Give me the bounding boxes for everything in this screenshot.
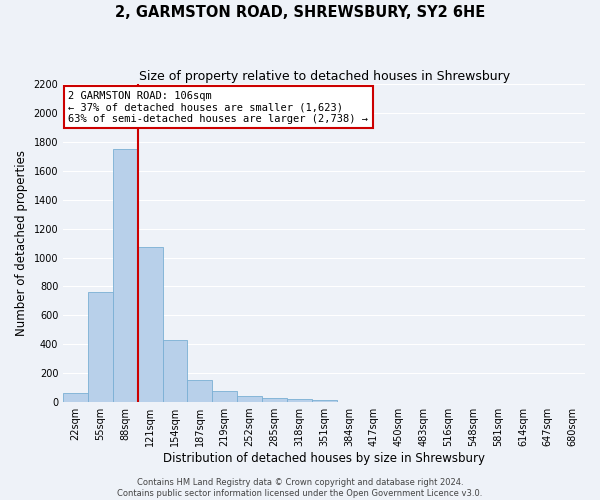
- Bar: [63, 394, 88, 402]
- Title: Size of property relative to detached houses in Shrewsbury: Size of property relative to detached ho…: [139, 70, 509, 83]
- Bar: [113, 149, 138, 402]
- Bar: [187, 380, 212, 402]
- Text: 2 GARMSTON ROAD: 106sqm
← 37% of detached houses are smaller (1,623)
63% of semi: 2 GARMSTON ROAD: 106sqm ← 37% of detache…: [68, 90, 368, 124]
- Bar: [311, 400, 337, 402]
- Bar: [88, 292, 113, 402]
- X-axis label: Distribution of detached houses by size in Shrewsbury: Distribution of detached houses by size …: [163, 452, 485, 465]
- Y-axis label: Number of detached properties: Number of detached properties: [15, 150, 28, 336]
- Text: Contains HM Land Registry data © Crown copyright and database right 2024.
Contai: Contains HM Land Registry data © Crown c…: [118, 478, 482, 498]
- Bar: [212, 390, 237, 402]
- Text: 2, GARMSTON ROAD, SHREWSBURY, SY2 6HE: 2, GARMSTON ROAD, SHREWSBURY, SY2 6HE: [115, 5, 485, 20]
- Bar: [237, 396, 262, 402]
- Bar: [262, 398, 287, 402]
- Bar: [138, 246, 163, 402]
- Bar: [163, 340, 187, 402]
- Bar: [287, 399, 311, 402]
